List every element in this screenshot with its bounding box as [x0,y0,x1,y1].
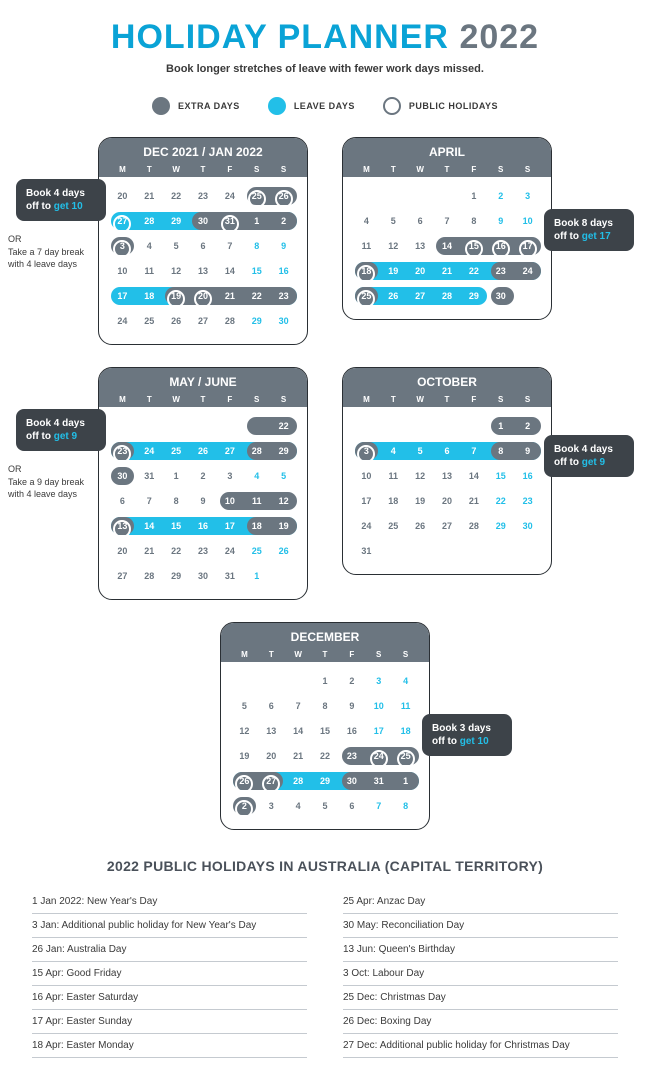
holiday-row: 25 Apr: Anzac Day [343,890,618,914]
holidays-column-right: 25 Apr: Anzac Day30 May: Reconciliation … [343,890,618,1058]
booking-note: ORTake a 7 day break with 4 leave days [8,233,98,271]
holiday-row: 26 Jan: Australia Day [32,938,307,962]
booking-tag: Book 8 days off to get 17 [544,209,634,251]
booking-tag: Book 4 days off to get 9 [544,435,634,477]
holiday-row: 3 Jan: Additional public holiday for New… [32,914,307,938]
public-holidays-section: 2022 PUBLIC HOLIDAYS IN AUSTRALIA (CAPIT… [10,858,640,1058]
holiday-row: 15 Apr: Good Friday [32,962,307,986]
legend-leave: LEAVE DAYS [268,97,355,115]
calendar-mayjun: MAY / JUNEMTWTFSS......22232425262728293… [98,367,308,600]
booking-tag: Book 4 days off to get 10 [16,179,106,221]
booking-note: ORTake a 9 day break with 4 leave days [8,463,98,501]
holiday-planner-infographic: HOLIDAY PLANNER 2022 Book longer stretch… [0,0,650,1076]
holiday-row: 1 Jan 2022: New Year's Day [32,890,307,914]
page-title: HOLIDAY PLANNER 2022 [10,18,640,57]
legend: EXTRA DAYS LEAVE DAYS PUBLIC HOLIDAYS [10,97,640,115]
holiday-row: 13 Jun: Queen's Birthday [343,938,618,962]
holiday-row: 17 Apr: Easter Sunday [32,1010,307,1034]
extra-icon [152,97,170,115]
calendar-april: APRILMTWTFSS....123456789101112131415161… [342,137,552,320]
calendar-header: OCTOBERMTWTFSS [343,368,551,407]
calendar-header: DECEMBERMTWTFSS [221,623,429,662]
public-holiday-icon [383,97,401,115]
calendar-header: DEC 2021 / JAN 2022MTWTFSS [99,138,307,177]
calendar-header: APRILMTWTFSS [343,138,551,177]
title-part-a: HOLIDAY PLANNER [111,18,449,56]
holidays-column-left: 1 Jan 2022: New Year's Day3 Jan: Additio… [32,890,307,1058]
calendar-dec21: DEC 2021 / JAN 2022MTWTFSS20212223242526… [98,137,308,345]
holiday-row: 30 May: Reconciliation Day [343,914,618,938]
subtitle: Book longer stretches of leave with fewe… [10,63,640,75]
calendar-header: MAY / JUNEMTWTFSS [99,368,307,407]
holidays-title: 2022 PUBLIC HOLIDAYS IN AUSTRALIA (CAPIT… [32,858,618,874]
booking-tag: Book 3 days off to get 10 [422,714,512,756]
leave-icon [268,97,286,115]
holiday-row: 25 Dec: Christmas Day [343,986,618,1010]
holiday-row: 16 Apr: Easter Saturday [32,986,307,1010]
holiday-row: 27 Dec: Additional public holiday for Ch… [343,1034,618,1058]
calendar-section: DEC 2021 / JAN 2022MTWTFSS20212223242526… [10,137,640,830]
title-part-b: 2022 [459,18,539,56]
legend-extra: EXTRA DAYS [152,97,240,115]
calendar-oct: OCTOBERMTWTFSS.....123456789101112131415… [342,367,552,575]
holiday-row: 3 Oct: Labour Day [343,962,618,986]
holiday-row: 18 Apr: Easter Monday [32,1034,307,1058]
booking-tag: Book 4 days off to get 9 [16,409,106,451]
legend-public: PUBLIC HOLIDAYS [383,97,498,115]
holiday-row: 26 Dec: Boxing Day [343,1010,618,1034]
calendar-dec22: DECEMBERMTWTFSS...1234567891011121314151… [220,622,430,830]
